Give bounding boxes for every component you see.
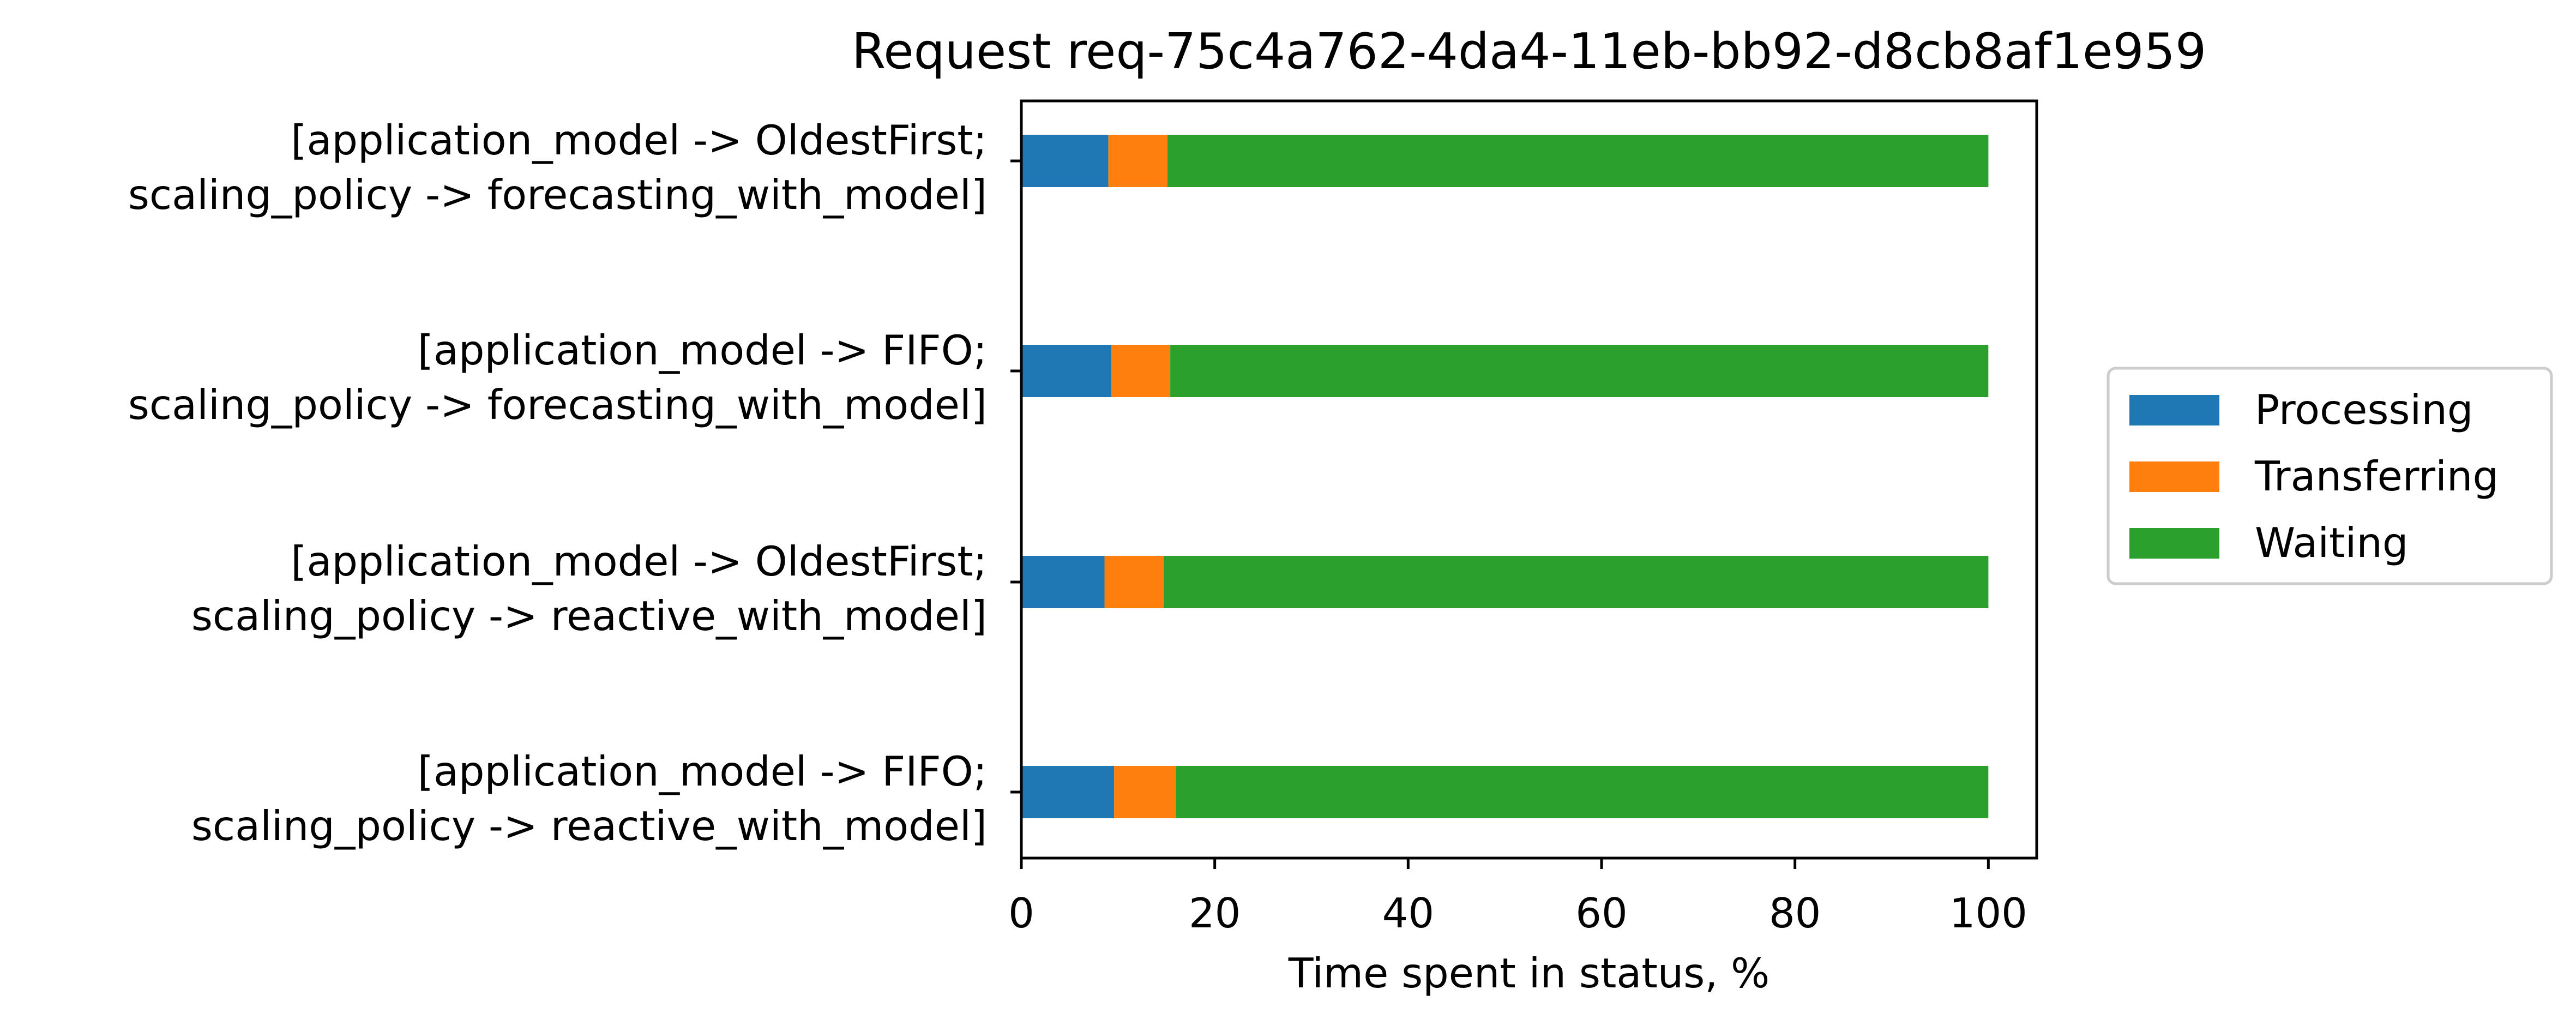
x-axis: 0 20 40 60 80 100 (1008, 858, 2027, 937)
bar-transferring-3 (1114, 766, 1176, 818)
y-tick-label-line2: scaling_policy -> forecasting_with_model… (128, 171, 987, 219)
x-tick-label: 40 (1382, 889, 1434, 937)
bar-waiting-2 (1163, 556, 1989, 608)
bar-waiting-3 (1176, 766, 1989, 818)
y-tick-label-line1: [application_model -> FIFO; (418, 747, 987, 795)
legend-label-processing: Processing (2255, 386, 2473, 434)
y-tick-label-line2: scaling_policy -> reactive_with_model] (191, 592, 987, 640)
legend-items: Processing Transferring Waiting (2129, 386, 2499, 567)
y-tick-label-line1: [application_model -> FIFO; (418, 326, 987, 374)
bars-layer (1021, 135, 1989, 818)
x-tick-label: 20 (1189, 889, 1241, 937)
x-tick-label: 100 (1949, 889, 2027, 937)
bar-transferring-2 (1104, 556, 1164, 608)
y-tick-label-line1: [application_model -> OldestFirst; (291, 537, 987, 585)
y-axis: [application_model -> OldestFirst; scalin… (128, 116, 1021, 850)
y-tick-label-line1: [application_model -> OldestFirst; (291, 116, 987, 164)
bar-processing-1 (1021, 345, 1111, 397)
legend-swatch-processing (2129, 395, 2219, 425)
legend: Processing Transferring Waiting (2106, 367, 2553, 585)
x-tick-label: 80 (1769, 889, 1821, 937)
x-tick-label: 60 (1575, 889, 1627, 937)
bar-waiting-1 (1170, 345, 1989, 397)
legend-label-transferring: Transferring (2254, 452, 2499, 500)
bar-processing-2 (1021, 556, 1105, 608)
y-tick-label-line2: scaling_policy -> reactive_with_model] (191, 802, 987, 850)
legend-swatch-waiting (2129, 528, 2219, 559)
legend-label-waiting: Waiting (2255, 519, 2409, 567)
x-axis-label: Time spent in status, % (1288, 949, 1770, 997)
bar-processing-3 (1021, 766, 1115, 818)
bar-processing-0 (1021, 135, 1109, 187)
plot-frame (1020, 99, 2038, 860)
legend-swatch-transferring (2129, 461, 2219, 492)
bar-waiting-0 (1167, 135, 1989, 187)
chart-title: Request req-75c4a762-4da4-11eb-bb92-d8cb… (852, 23, 2206, 80)
bar-transferring-0 (1108, 135, 1167, 187)
bar-transferring-1 (1111, 345, 1171, 397)
y-tick-label-line2: scaling_policy -> forecasting_with_model… (128, 381, 987, 429)
x-tick-label: 0 (1008, 889, 1034, 937)
